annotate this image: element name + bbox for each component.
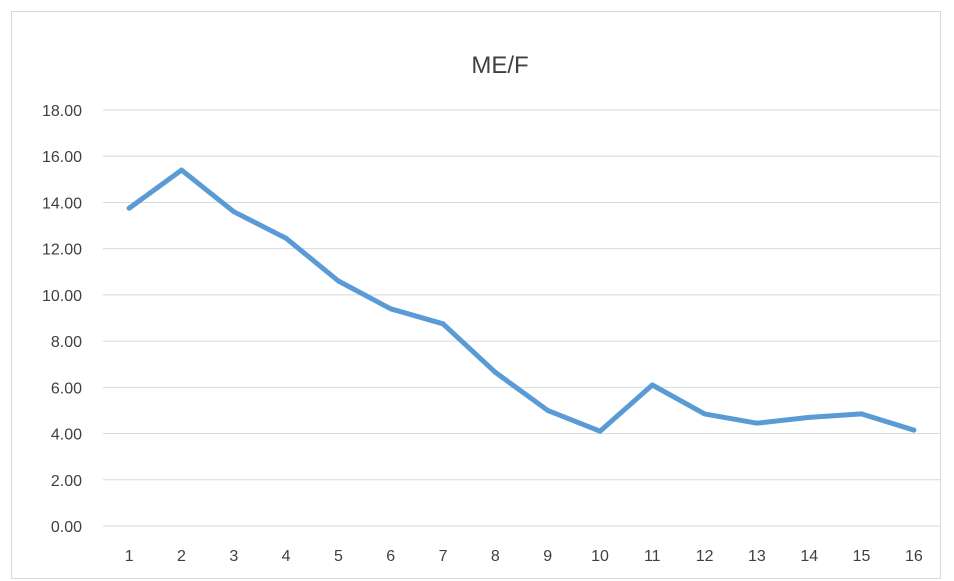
data-point: [126, 205, 132, 211]
x-tick-label: 2: [177, 548, 186, 565]
x-tick-label: 16: [905, 548, 923, 565]
data-point: [911, 427, 917, 433]
y-tick-label: 14.00: [42, 195, 82, 212]
x-tick-label: 13: [748, 548, 766, 565]
data-point: [806, 414, 812, 420]
y-tick-label: 18.00: [42, 103, 82, 120]
chart-title: ME/F: [471, 52, 528, 79]
x-tick-label: 9: [543, 548, 552, 565]
data-point: [335, 278, 341, 284]
data-point: [859, 411, 865, 417]
data-point: [231, 209, 237, 215]
data-point: [597, 428, 603, 434]
x-tick-label: 7: [439, 548, 448, 565]
gridlines: [103, 109, 940, 527]
data-point: [440, 321, 446, 327]
y-tick-label: 8.00: [51, 334, 82, 351]
data-point: [178, 167, 184, 173]
data-point: [702, 411, 708, 417]
y-tick-label: 6.00: [51, 380, 82, 397]
y-tick-label: 4.00: [51, 427, 82, 444]
x-tick-label: 14: [800, 548, 818, 565]
data-point: [545, 407, 551, 413]
series-layer: [126, 167, 917, 434]
data-point: [388, 306, 394, 312]
y-tick-label: 12.00: [42, 242, 82, 259]
x-tick-label: 5: [334, 548, 343, 565]
x-tick-label: 10: [591, 548, 609, 565]
x-tick-label: 8: [491, 548, 500, 565]
data-point: [283, 235, 289, 241]
x-tick-label: 1: [125, 548, 134, 565]
y-axis-tick-labels: 0.00 2.00 4.00 6.00 8.00 10.00 12.00 14.00 16.00…: [42, 103, 82, 536]
x-tick-label: 6: [386, 548, 395, 565]
data-point: [649, 382, 655, 388]
y-tick-label: 16.00: [42, 149, 82, 166]
data-point: [754, 420, 760, 426]
x-tick-label: 3: [229, 548, 238, 565]
x-axis-tick-labels: 1 2 3 4 5 6 7 8 9 10 11 12 13 14 15 16: [125, 548, 923, 565]
x-tick-label: 4: [282, 548, 291, 565]
x-tick-label: 15: [853, 548, 871, 565]
x-tick-label: 12: [696, 548, 714, 565]
y-tick-label: 10.00: [42, 288, 82, 305]
series-line-1: [126, 167, 917, 434]
y-tick-label: 2.00: [51, 473, 82, 490]
x-tick-label: 11: [644, 548, 661, 565]
data-point: [492, 369, 498, 375]
y-tick-label: 0.00: [51, 519, 82, 536]
